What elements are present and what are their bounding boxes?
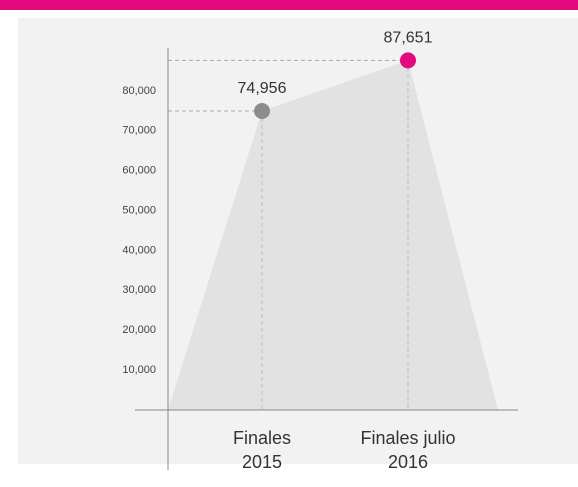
y-tick-label: 60,000 [122, 165, 156, 177]
x-tick-label: Finales 2015 [232, 428, 292, 472]
y-tick-label: 20,000 [122, 324, 156, 336]
x-tick-label: Finales julio 2016 [360, 428, 456, 472]
area [168, 60, 498, 410]
y-tick-label: 30,000 [122, 284, 156, 296]
top-bar [0, 0, 578, 10]
y-tick-label: 40,000 [122, 244, 156, 256]
y-tick-label: 50,000 [122, 204, 156, 216]
point [400, 52, 416, 69]
value-label: 87,651 [384, 30, 433, 47]
value-label: 74,956 [238, 80, 287, 97]
y-tick-label: 10,000 [122, 364, 156, 376]
y-tick-label: 70,000 [122, 125, 156, 137]
y-tick-label: 80,000 [122, 85, 156, 97]
point [254, 103, 270, 120]
